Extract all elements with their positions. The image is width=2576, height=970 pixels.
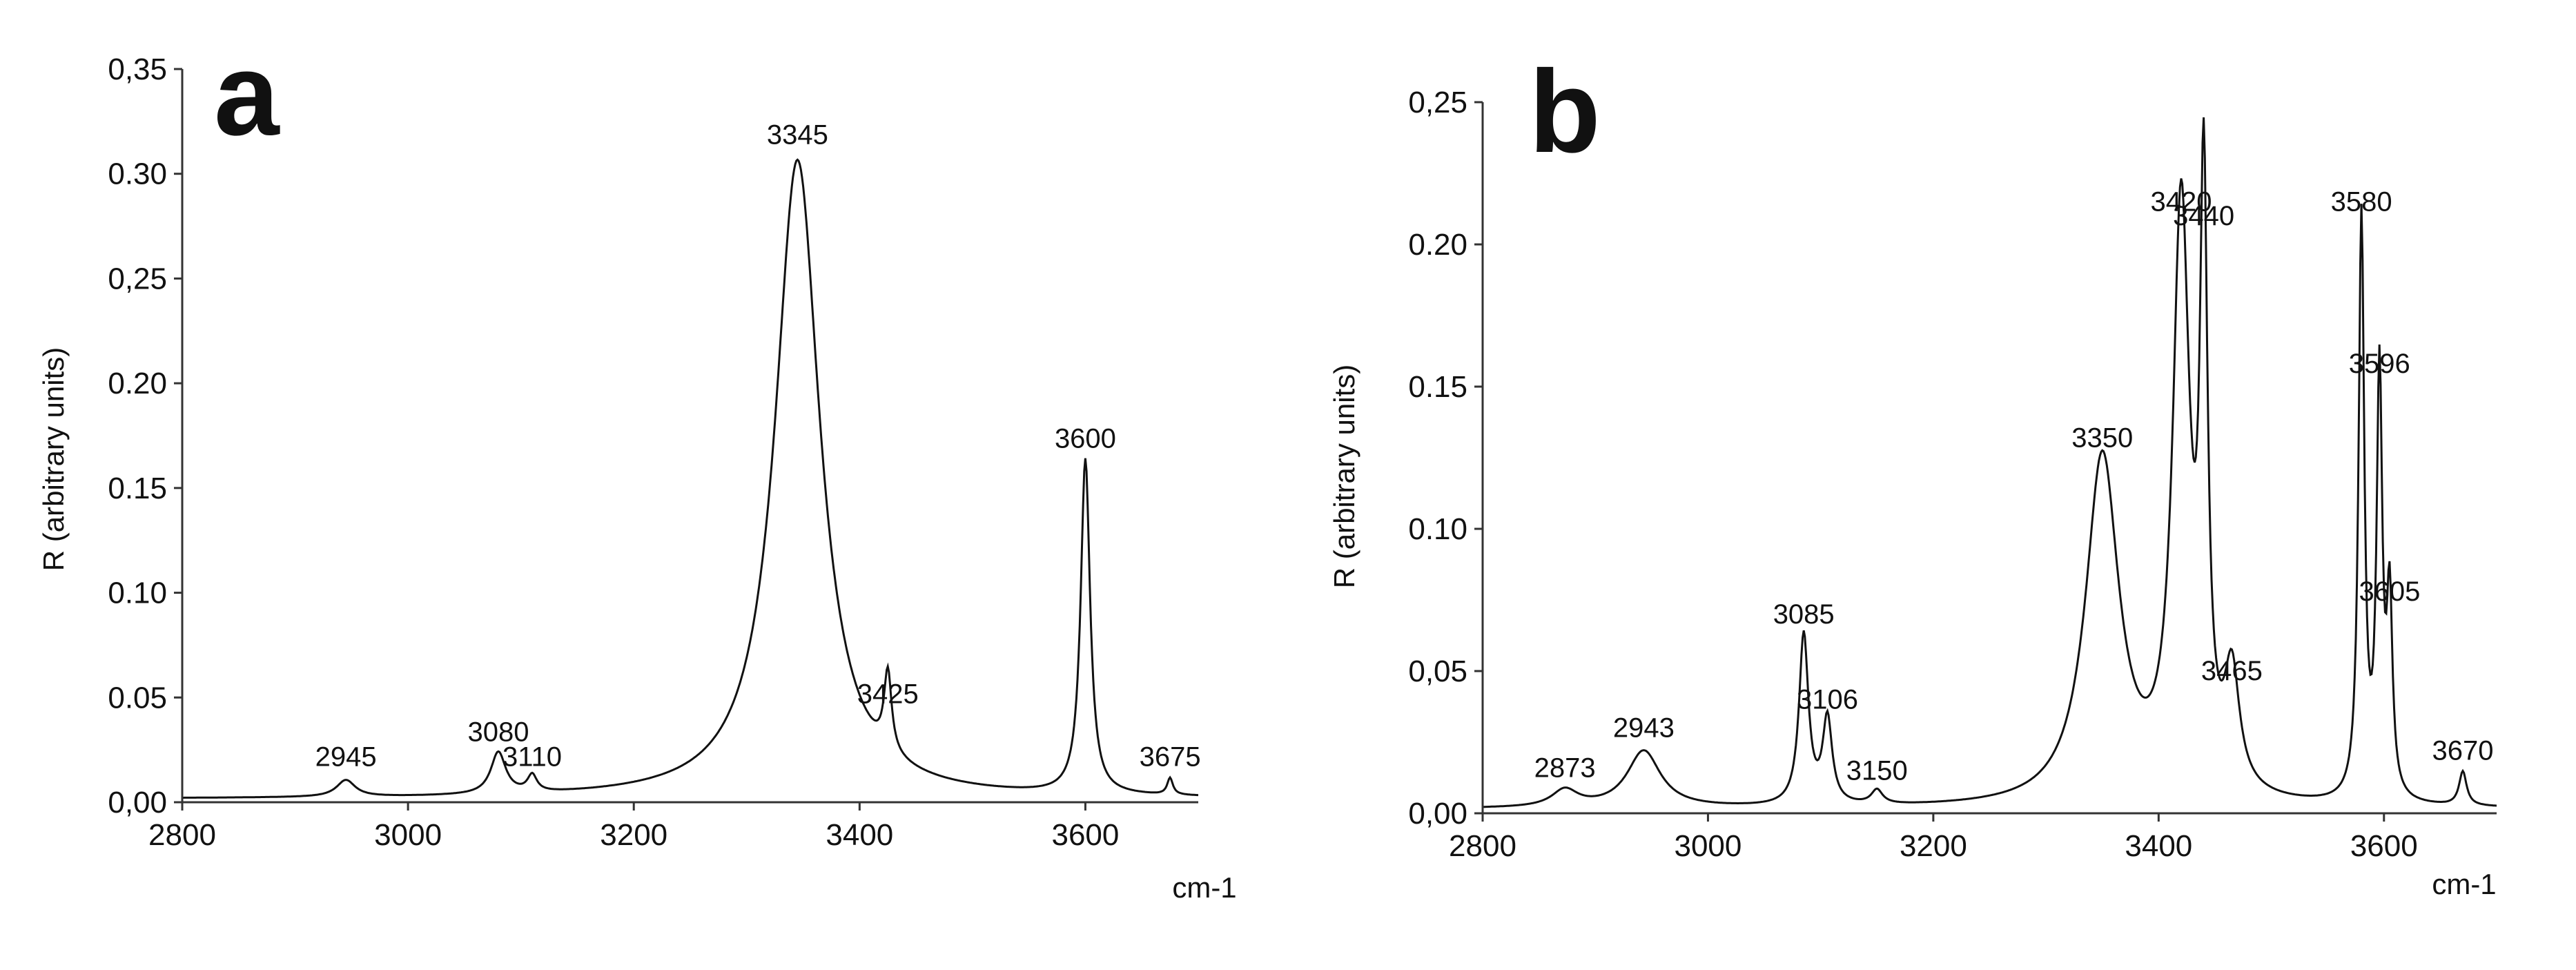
y-tick-label-a: 0.05 xyxy=(108,681,167,715)
x-tick-label-b: 2800 xyxy=(1449,829,1516,863)
y-tick-label-a: 0,00 xyxy=(108,786,167,819)
peak-label-b-3440: 3440 xyxy=(2173,201,2234,231)
panel-a: a R (arbitrary units) cm-1 2800 3000 3200 3… xyxy=(37,29,1237,904)
y-tick-label-b: 0.20 xyxy=(1408,228,1467,262)
x-tick-label-a: 2800 xyxy=(148,818,216,852)
peak-label-b-2873: 2873 xyxy=(1534,753,1596,783)
y-tick-label-b: 0,00 xyxy=(1408,797,1467,831)
peak-label-a-3425: 3425 xyxy=(857,679,919,710)
y-tick-label-b: 0,05 xyxy=(1408,654,1467,688)
y-axis-label-a: R (arbitrary units) xyxy=(37,347,70,571)
x-tick-label-a: 3600 xyxy=(1051,818,1119,852)
y-axis-label-b: R (arbitrary units) xyxy=(1328,365,1360,588)
x-tick-label-b: 3200 xyxy=(1900,829,1967,863)
peak-label-b-2943: 2943 xyxy=(1613,713,1675,744)
x-axis-label-b: cm-1 xyxy=(2432,868,2496,900)
peak-label-a-3080: 3080 xyxy=(467,717,529,747)
x-tick-label-a: 3400 xyxy=(826,818,893,852)
peak-label-b-3465: 3465 xyxy=(2201,656,2263,686)
peak-label-a-3110: 3110 xyxy=(502,742,562,773)
panel-letter-b: b xyxy=(1529,46,1601,177)
peak-label-a-3345: 3345 xyxy=(767,120,828,151)
peak-label-a-3675: 3675 xyxy=(1140,742,1201,773)
panel-letter-a: a xyxy=(214,29,280,160)
peak-label-b-3150: 3150 xyxy=(1846,755,1908,786)
y-tick-label-a: 0,25 xyxy=(108,262,167,295)
y-tick-label-a: 0.10 xyxy=(108,576,167,610)
y-tick-label-a: 0,35 xyxy=(108,52,167,86)
x-axis-label-a: cm-1 xyxy=(1172,871,1236,904)
y-tick-label-a: 0.20 xyxy=(108,367,167,400)
x-tick-label-a: 3000 xyxy=(374,818,442,852)
panel-b: b R (arbitrary units) cm-1 2800 3000 3200 3… xyxy=(1328,46,2497,900)
x-tick-label-b: 3600 xyxy=(2350,829,2418,863)
x-tick-label-a: 3200 xyxy=(600,818,667,852)
y-tick-label-a: 0.30 xyxy=(108,157,167,191)
y-tick-label-b: 0.15 xyxy=(1408,370,1467,404)
peak-label-b-3085: 3085 xyxy=(1773,599,1835,630)
y-tick-label-b: 0,25 xyxy=(1408,86,1467,119)
x-tick-label-b: 3000 xyxy=(1674,829,1741,863)
spectrum-line-a xyxy=(182,158,1198,799)
x-tick-label-b: 3400 xyxy=(2125,829,2192,863)
peak-label-a-2945: 2945 xyxy=(315,742,377,773)
peak-label-b-3670: 3670 xyxy=(2432,736,2494,766)
spectrum-line-b xyxy=(1483,117,2497,808)
y-tick-label-b: 0.10 xyxy=(1408,512,1467,546)
y-tick-label-a: 0.15 xyxy=(108,472,167,505)
peak-label-b-3350: 3350 xyxy=(2071,423,2133,453)
peak-label-a-3600: 3600 xyxy=(1055,424,1116,454)
